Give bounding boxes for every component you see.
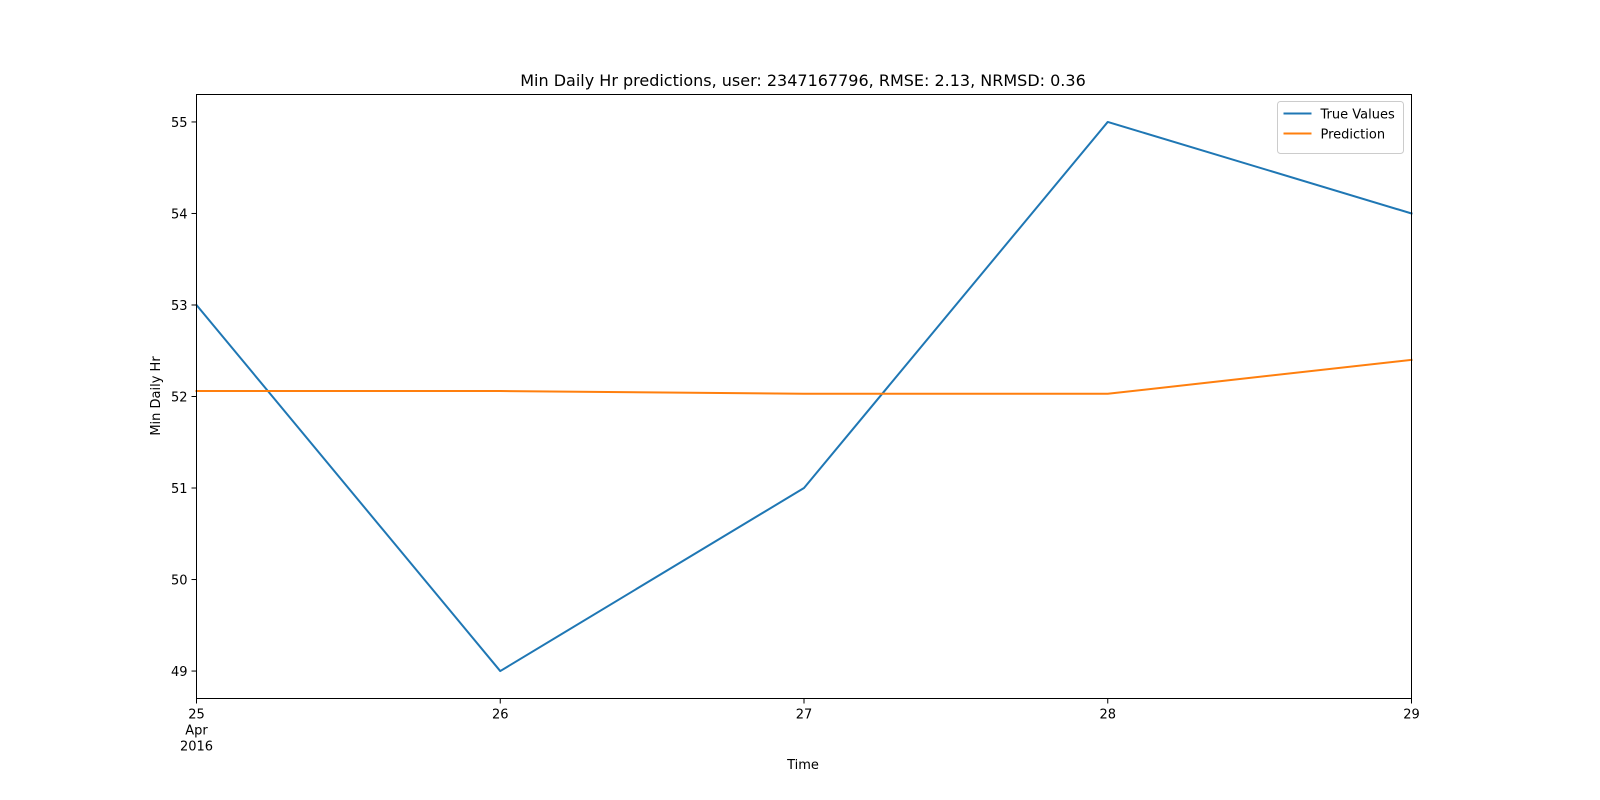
y-tick-label: 49 — [171, 665, 188, 680]
series-line-prediction — [195, 358, 1413, 395]
y-tick-label: 50 — [171, 574, 188, 589]
series-line-true-values — [195, 120, 1413, 673]
x-tick-label: 26 — [492, 708, 509, 723]
plot-area — [195, 120, 1413, 673]
x-tick-label: 25 — [188, 708, 205, 723]
axes-frame — [196, 94, 1412, 699]
y-tick-label: 55 — [171, 116, 188, 131]
y-axis-ticks: 49 50 51 52 53 54 55 — [171, 116, 197, 680]
y-tick-label: 52 — [171, 391, 188, 406]
y-tick-label: 51 — [171, 482, 188, 497]
x-tick-label-year: 2016 — [180, 740, 213, 755]
x-tick-label: 29 — [1403, 708, 1420, 723]
y-axis-title: Min Daily Hr — [149, 356, 164, 436]
chart-title: Min Daily Hr predictions, user: 23471677… — [520, 71, 1086, 90]
y-tick-label: 54 — [171, 207, 188, 222]
legend-label-true-values: True Values — [1320, 108, 1395, 123]
legend: True Values Prediction — [1277, 101, 1404, 154]
y-tick-label: 53 — [171, 299, 188, 314]
x-tick-label: 28 — [1099, 708, 1116, 723]
x-axis-title: Time — [786, 758, 819, 773]
legend-label-prediction: Prediction — [1321, 128, 1386, 143]
x-tick-label-month: Apr — [185, 724, 208, 739]
x-tick-label: 27 — [796, 708, 813, 723]
